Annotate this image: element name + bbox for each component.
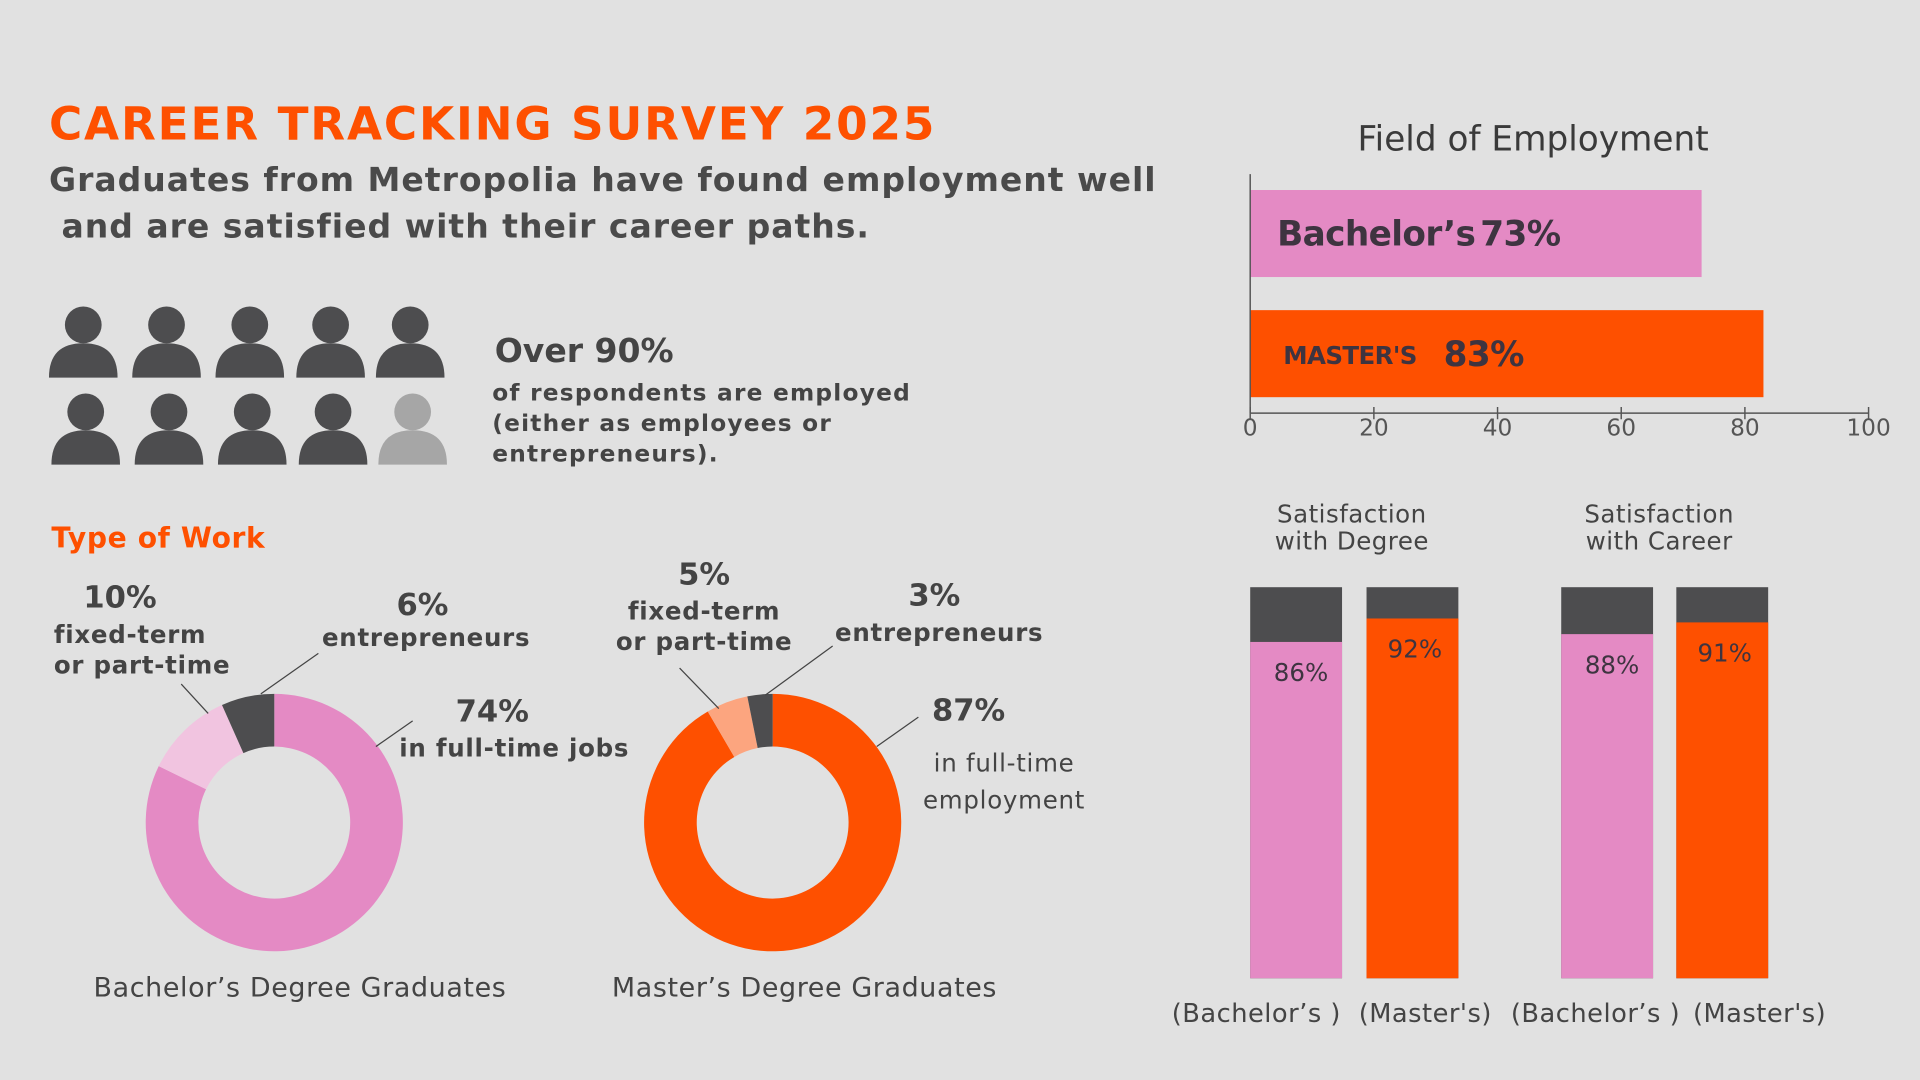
text-line: employment xyxy=(923,785,1085,814)
chart-title: Field of Employment xyxy=(1357,120,1708,160)
chart-title: Satisfaction with Career xyxy=(1584,499,1734,555)
value-label: 10% xyxy=(83,581,156,616)
leader-line xyxy=(876,716,919,748)
value-label: 74% xyxy=(456,695,529,730)
leader-line xyxy=(679,667,720,709)
page-subtitle: Graduates from Metropolia have found emp… xyxy=(49,159,1157,245)
text-line: fixed-term xyxy=(628,596,780,625)
category-label: (Bachelor’s ) xyxy=(1511,999,1680,1029)
text-line: in full-time xyxy=(934,748,1075,777)
leader-line xyxy=(764,645,834,696)
text-line: of respondents are employed xyxy=(492,379,911,406)
bar-label: Bachelor’s 73% xyxy=(1277,215,1561,255)
leader-line xyxy=(375,720,414,748)
text-line: (either as employees or xyxy=(492,409,832,436)
donut-slice xyxy=(221,693,275,754)
donut-slice xyxy=(644,693,902,952)
bar xyxy=(1561,634,1654,979)
category-label: in full-time jobs xyxy=(399,733,629,762)
value-label: 83% xyxy=(1444,335,1524,375)
x-tick-label: 60 xyxy=(1606,414,1636,441)
bar xyxy=(1250,641,1343,979)
donut-slice xyxy=(145,693,403,952)
x-tick-label: 100 xyxy=(1846,414,1890,441)
donut-slice xyxy=(158,704,244,790)
value-label: 73% xyxy=(1480,215,1560,255)
category-label: fixed-term or part-time xyxy=(616,596,792,656)
text-line: or part-time xyxy=(616,627,792,656)
category-label: in full-time employment xyxy=(923,748,1085,814)
value-label: 87% xyxy=(932,694,1005,729)
value-label: 5% xyxy=(678,557,730,592)
bar-label: MASTER'S 83% xyxy=(1283,335,1524,375)
value-label: 3% xyxy=(908,578,960,613)
donut-slice xyxy=(707,696,758,757)
x-tick-label: 80 xyxy=(1730,414,1760,441)
page-title: CAREER TRACKING SURVEY 2025 xyxy=(49,97,936,150)
value-label: 92% xyxy=(1388,635,1442,664)
bar xyxy=(1250,310,1764,398)
stat-description: of respondents are employed (either as em… xyxy=(492,379,911,467)
category-label: entrepreneurs xyxy=(322,623,530,652)
value-label: 86% xyxy=(1274,658,1328,687)
category-label: fixed-term or part-time xyxy=(54,619,230,679)
value-label: 88% xyxy=(1585,650,1639,679)
category-label: (Master's) xyxy=(1359,999,1492,1029)
text-line: Satisfaction xyxy=(1584,499,1734,528)
text-line: entrepreneurs). xyxy=(492,440,719,467)
category-label: entrepreneurs xyxy=(835,618,1043,647)
chart-title: Satisfaction with Degree xyxy=(1275,499,1429,555)
chart-title: Master’s Degree Graduates xyxy=(612,973,997,1004)
text-line: fixed-term xyxy=(54,619,206,648)
text-line: Graduates from Metropolia have found emp… xyxy=(49,159,1157,198)
text-line: Satisfaction xyxy=(1277,499,1427,528)
bar xyxy=(1250,190,1702,278)
value-label: 6% xyxy=(396,588,448,623)
category-label: Bachelor’s xyxy=(1277,215,1475,255)
bar xyxy=(1366,618,1459,979)
text-line: or part-time xyxy=(54,650,230,679)
category-label: (Master's) xyxy=(1693,999,1826,1029)
chart-title: Bachelor’s Degree Graduates xyxy=(94,973,507,1004)
category-label: MASTER'S xyxy=(1283,340,1416,369)
stat-headline: Over 90% xyxy=(495,331,674,370)
x-tick-label: 20 xyxy=(1359,414,1389,441)
bar xyxy=(1676,622,1769,979)
leader-line xyxy=(260,652,319,695)
x-tick-label: 40 xyxy=(1483,414,1513,441)
section-title: Type of Work xyxy=(51,522,266,555)
text-line: with Degree xyxy=(1275,526,1429,555)
donut-slice xyxy=(747,693,773,749)
leader-line xyxy=(180,683,209,714)
category-label: (Bachelor’s ) xyxy=(1172,999,1341,1029)
x-tick-label: 0 xyxy=(1243,414,1258,441)
text-line: with Career xyxy=(1586,526,1733,555)
value-label: 91% xyxy=(1697,639,1751,668)
text-line: and are satisfied with their career path… xyxy=(49,206,870,245)
